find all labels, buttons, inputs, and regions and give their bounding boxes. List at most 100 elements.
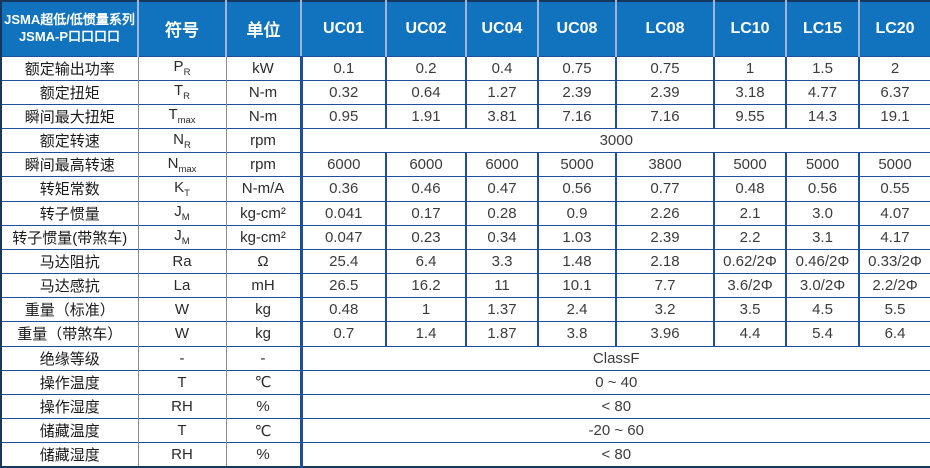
- cell-value: 0.95: [300, 103, 386, 129]
- table-row: 额定输出功率 PR kW 0.1 0.2 0.4 0.75 0.75 1 1.5 2: [1, 55, 930, 81]
- symbol-subscript: R: [183, 91, 191, 103]
- cell-value: 0.34: [465, 224, 538, 250]
- table-header-row: JSMA超低/低惯量系列 JSMA-P口口口口 符号 单位 UC01 UC02 UC…: [1, 1, 930, 56]
- cell-value: 0.17: [385, 200, 466, 226]
- model-col-header-lc15: LC15: [785, 1, 859, 56]
- cell-value: 3.81: [465, 103, 538, 129]
- row-label: 额定转速: [1, 128, 139, 153]
- cell-value: 2.18: [615, 248, 714, 274]
- cell-value: 0.2: [385, 55, 466, 81]
- cell-value: 6000: [300, 152, 386, 177]
- cell-value: 0.46/2Φ: [785, 248, 859, 274]
- symbol-subscript: R: [183, 139, 191, 151]
- cell-value: 10.1: [537, 273, 616, 298]
- symbol-subscript: M: [181, 212, 190, 224]
- symbol-main: J: [174, 227, 182, 245]
- row-unit: %: [226, 393, 303, 419]
- row-symbol: T: [138, 418, 227, 443]
- series-title-header: JSMA超低/低惯量系列 JSMA-P口口口口: [1, 1, 139, 56]
- cell-value: 2.26: [615, 200, 714, 226]
- row-unit: kW: [226, 55, 303, 81]
- model-col-header-lc10: LC10: [713, 1, 786, 56]
- row-symbol: Nmax: [138, 152, 227, 177]
- row-unit: ℃: [226, 369, 303, 395]
- row-label: 绝缘等级: [1, 345, 139, 371]
- row-unit: -: [226, 345, 303, 371]
- row-symbol: JM: [138, 200, 227, 226]
- cell-value: 0.33/2Φ: [858, 248, 930, 274]
- row-span-value: 3000: [301, 128, 930, 153]
- table-row: 操作湿度 RH% < 80: [1, 393, 930, 419]
- row-unit: N-m/A: [226, 176, 303, 202]
- cell-value: 2.2: [713, 224, 786, 250]
- cell-value: 4.4: [713, 321, 786, 347]
- table-row: 转矩常数 KT N-m/A 0.36 0.46 0.47 0.56 0.77 0.48 0.56 0…: [1, 176, 930, 202]
- row-span-value: 0 ~ 40: [301, 369, 930, 395]
- symbol-main: J: [174, 203, 182, 221]
- cell-value: 0.64: [385, 79, 466, 105]
- cell-value: 3.0/2Φ: [785, 273, 859, 298]
- row-symbol: RH: [138, 393, 227, 419]
- row-label: 转矩常数: [1, 176, 139, 202]
- symbol-main: T: [177, 373, 187, 391]
- cell-value: 0.48: [713, 176, 786, 202]
- cell-value: 5000: [537, 152, 616, 177]
- cell-value: 0.75: [537, 55, 616, 81]
- cell-value: 1: [385, 297, 466, 322]
- table-row: 操作温度 T ℃ 0 ~ 40: [1, 369, 930, 395]
- cell-value: 6.4: [858, 321, 930, 347]
- cell-value: 1.27: [465, 79, 538, 105]
- symbol-main: T: [173, 82, 184, 100]
- cell-value: 5000: [858, 152, 930, 177]
- symbol-main: -: [179, 349, 185, 367]
- symbol-main: RH: [171, 446, 193, 464]
- cell-value: 5.4: [785, 321, 859, 347]
- cell-value: 6000: [385, 152, 466, 177]
- cell-value: 0.4: [465, 55, 538, 81]
- cell-value: 0.36: [300, 176, 386, 202]
- cell-value: 3.5: [713, 297, 786, 322]
- row-unit: mH: [226, 273, 303, 298]
- cell-value: 19.1: [858, 103, 930, 129]
- row-symbol: W: [138, 321, 227, 347]
- cell-value: 0.23: [385, 224, 466, 250]
- row-unit: N-m: [226, 79, 303, 105]
- cell-value: 7.7: [615, 273, 714, 298]
- symbol-subscript: T: [184, 187, 190, 199]
- symbol-main: W: [174, 301, 190, 319]
- symbol-main: La: [173, 277, 191, 295]
- cell-value: 25.4: [300, 248, 386, 274]
- row-unit: kg: [226, 321, 303, 347]
- cell-value: 0.75: [615, 55, 714, 81]
- table-row: 瞬间最大扭矩 Tmax N-m 0.95 1.91 3.81 7.16 7.16 9.55 14.…: [1, 103, 930, 129]
- symbol-main: RH: [171, 397, 193, 415]
- cell-value: 3.96: [615, 321, 714, 347]
- cell-value: 0.77: [615, 176, 714, 202]
- symbol-subscript: M: [181, 236, 190, 248]
- table-row: 额定扭矩 TR N-m 0.32 0.64 1.27 2.39 2.39 3.18 4.77 6.3…: [1, 79, 930, 105]
- cell-value: 1.5: [785, 55, 859, 81]
- cell-value: 0.62/2Φ: [713, 248, 786, 274]
- row-symbol: TR: [138, 79, 227, 105]
- model-col-header-uc02: UC02: [385, 1, 466, 56]
- symbol-subscript: max: [178, 163, 197, 175]
- symbol-main: T: [177, 422, 187, 440]
- cell-value: 3.18: [713, 79, 786, 105]
- row-symbol: T: [138, 369, 227, 395]
- cell-value: 4.17: [858, 224, 930, 250]
- model-col-header-uc08: UC08: [537, 1, 616, 56]
- row-label: 额定输出功率: [1, 55, 139, 81]
- row-symbol: W: [138, 297, 227, 322]
- cell-value: 16.2: [385, 273, 466, 298]
- series-title-line1: JSMA超低/低惯量系列: [4, 11, 135, 27]
- cell-value: 3.0: [785, 200, 859, 226]
- symbol-main: T: [168, 106, 178, 124]
- row-span-value: ClassF: [301, 345, 930, 371]
- model-col-header-uc04: UC04: [465, 1, 538, 56]
- cell-value: 0.28: [465, 200, 538, 226]
- cell-value: 9.55: [713, 103, 786, 129]
- row-unit: kg: [226, 297, 303, 322]
- cell-value: 0.56: [785, 176, 859, 202]
